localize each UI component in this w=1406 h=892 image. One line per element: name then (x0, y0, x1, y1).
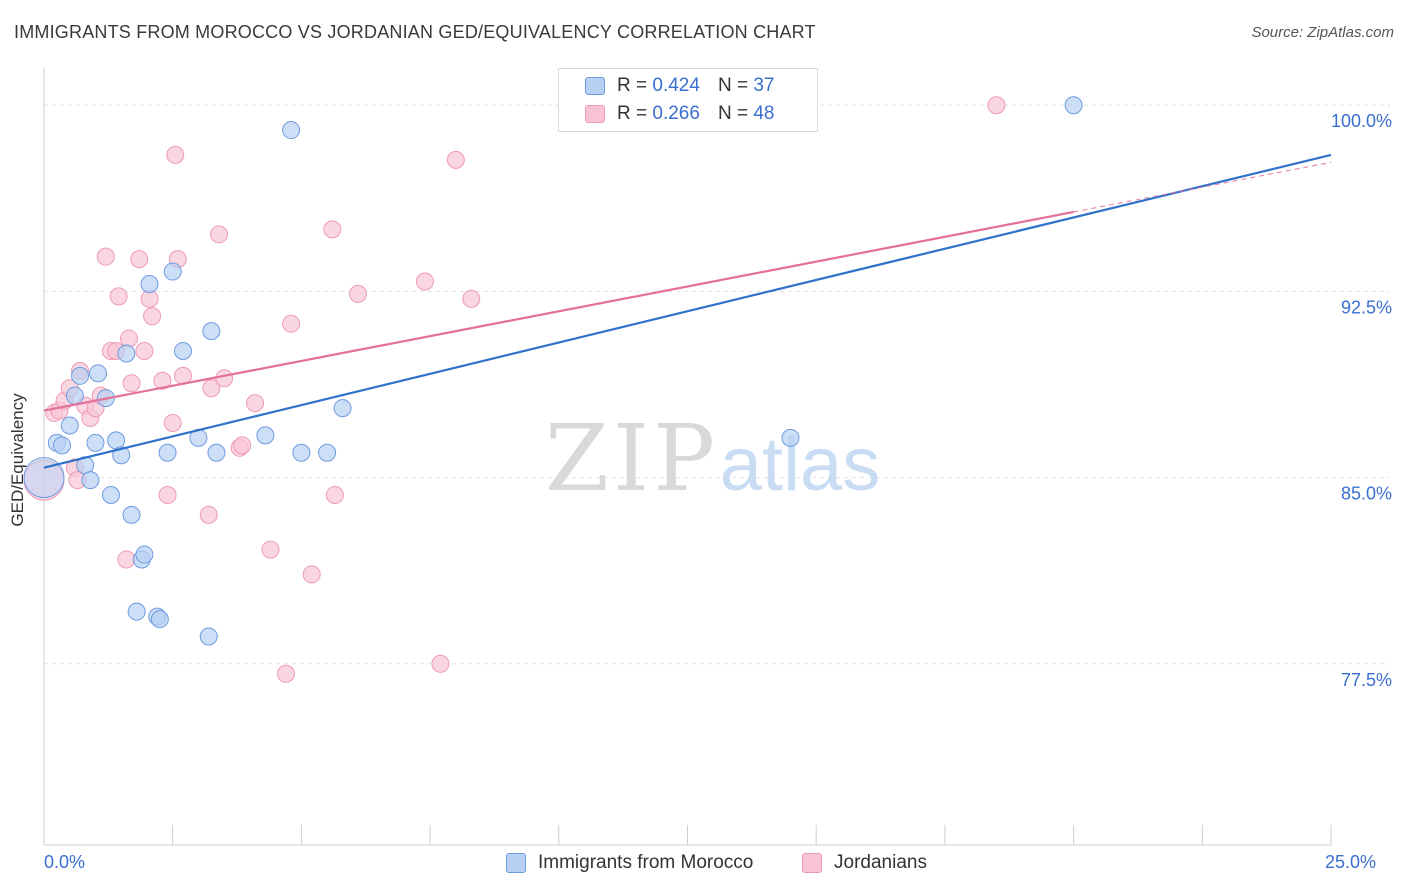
morocco-n-label: N = (717, 75, 749, 96)
morocco-point-3 (60, 416, 79, 435)
series-legend: Immigrants from Morocco Jordanians (0, 848, 1406, 880)
jordan-point-37 (276, 664, 295, 683)
jordan-point-22 (143, 307, 162, 326)
jordan-r-value: 0.266 (652, 103, 700, 124)
x-tick-max: 25.0% (1325, 852, 1377, 872)
morocco-point-9 (89, 364, 108, 383)
axes (43, 68, 1332, 846)
morocco-r-label: R = (617, 75, 648, 96)
jordan-point-44 (431, 654, 450, 673)
legend-row-morocco: R = 0.424 N = 37 (585, 73, 774, 99)
morocco-point-35 (1064, 96, 1083, 115)
chart-title: IMMIGRANTS FROM MOROCCO VS JORDANIAN GED… (14, 22, 816, 42)
y-tick-label-2: 92.5% (1341, 297, 1392, 317)
jordan-point-20 (135, 341, 154, 360)
jordan-point-35 (246, 394, 265, 413)
jordan-point-17 (119, 329, 138, 348)
jordan-point-30 (202, 379, 221, 398)
source-label: Source: ZipAtlas.com (1251, 24, 1394, 41)
morocco-r-value: 0.424 (652, 75, 700, 96)
jordan-point-43 (415, 272, 434, 291)
morocco-point-8 (86, 433, 105, 452)
morocco-point-33 (333, 399, 352, 418)
jordan-swatch (585, 105, 605, 123)
jordan-point-19 (130, 250, 149, 269)
jordan-r-label: R = (617, 103, 648, 124)
jordan-point-41 (325, 485, 344, 504)
watermark-zip: ZIP (545, 405, 719, 512)
morocco-point-22 (158, 443, 177, 462)
jordan-point-31 (210, 225, 229, 244)
morocco-point-23 (163, 262, 182, 281)
morocco-point-26 (199, 627, 218, 646)
jordan-legend-swatch (802, 853, 822, 873)
jordan-point-46 (462, 289, 481, 308)
morocco-point-28 (207, 443, 226, 462)
stats-legend: R = 0.424 N = 37 R = 0.266 N = 48 (558, 68, 818, 132)
jordan-n-label: N = (717, 103, 749, 124)
jordan-point-36 (261, 540, 280, 559)
jordan-point-29 (199, 505, 218, 524)
legend-item-jordan[interactable]: Jordanians (802, 852, 927, 874)
jordan-legend-label: Jordanians (834, 852, 927, 873)
jordan-point-42 (349, 284, 368, 303)
jordan-point-16 (117, 550, 136, 569)
morocco-point-5 (71, 366, 90, 385)
morocco-point-31 (292, 443, 311, 462)
jordan-point-12 (96, 247, 115, 266)
watermark: ZIP atlas (545, 405, 880, 512)
morocco-swatch (585, 77, 605, 95)
morocco-point-34 (781, 428, 800, 447)
morocco-point-29 (256, 426, 275, 445)
jordanians-points (23, 96, 1006, 683)
jordan-point-23 (153, 371, 172, 390)
jordan-point-38 (282, 314, 301, 333)
jordan-point-26 (166, 145, 185, 164)
legend-row-jordan: R = 0.266 N = 48 (585, 101, 774, 127)
morocco-point-27 (202, 322, 221, 341)
trend-lines (43, 153, 1332, 469)
jordan-n-value: 48 (753, 103, 775, 124)
morocco-point-4 (65, 386, 84, 405)
jordan-trend-line (43, 210, 1074, 412)
jordan-point-40 (323, 220, 342, 239)
jordan-point-24 (158, 485, 177, 504)
jordan-point-34 (233, 436, 252, 455)
legend-item-morocco[interactable]: Immigrants from Morocco (506, 852, 753, 874)
morocco-trend-line (43, 153, 1332, 469)
morocco-points (23, 96, 1083, 646)
morocco-point-18 (135, 545, 154, 564)
y-axis-label: GED/Equivalency (8, 393, 27, 527)
morocco-point-7 (81, 471, 100, 490)
morocco-point-0 (23, 457, 65, 499)
watermark-atlas: atlas (720, 422, 881, 507)
morocco-legend-swatch (506, 853, 526, 873)
jordan-point-47 (987, 96, 1006, 115)
morocco-point-19 (140, 274, 159, 293)
y-tick-label-3: 100.0% (1331, 111, 1392, 131)
x-tick-min: 0.0% (44, 852, 86, 872)
jordan-point-32 (215, 369, 234, 388)
y-tick-label-1: 85.0% (1341, 484, 1392, 504)
jordan-point-45 (446, 150, 465, 169)
morocco-point-2 (53, 436, 72, 455)
jordan-point-25 (163, 413, 182, 432)
jordan-trend-extension (1073, 161, 1332, 213)
morocco-point-24 (173, 341, 192, 360)
y-tick-labels: 77.5% 85.0% 92.5% 100.0% (1331, 111, 1392, 690)
morocco-point-15 (122, 505, 141, 524)
jordan-point-39 (302, 565, 321, 584)
morocco-point-14 (117, 344, 136, 363)
jordan-point-15 (109, 287, 128, 306)
morocco-point-11 (101, 485, 120, 504)
morocco-legend-label: Immigrants from Morocco (538, 852, 754, 873)
morocco-point-32 (318, 443, 337, 462)
morocco-point-16 (127, 602, 146, 621)
y-tick-label-0: 77.5% (1341, 670, 1392, 690)
morocco-point-21 (150, 610, 169, 629)
morocco-n-value: 37 (753, 75, 775, 96)
morocco-point-30 (282, 121, 301, 140)
jordan-point-18 (122, 374, 141, 393)
